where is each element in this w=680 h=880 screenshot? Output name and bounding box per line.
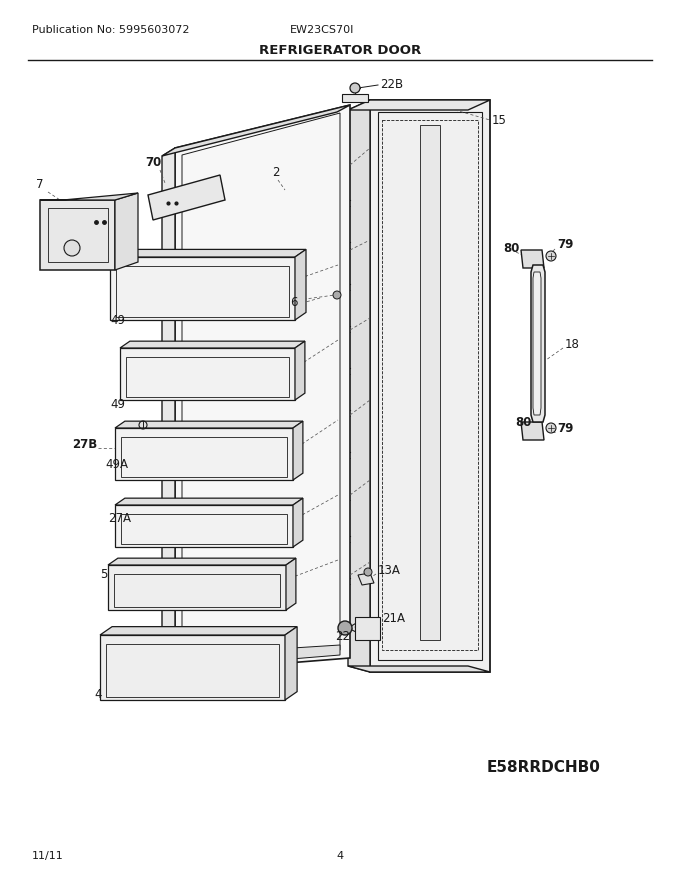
Text: 13A: 13A xyxy=(378,563,401,576)
Polygon shape xyxy=(355,617,380,640)
Polygon shape xyxy=(370,100,490,672)
Polygon shape xyxy=(115,193,138,270)
Text: 49: 49 xyxy=(110,313,125,326)
Polygon shape xyxy=(108,558,296,565)
Circle shape xyxy=(333,291,341,299)
Polygon shape xyxy=(148,175,225,220)
Text: Publication No: 5995603072: Publication No: 5995603072 xyxy=(32,25,190,35)
Text: REFRIGERATOR DOOR: REFRIGERATOR DOOR xyxy=(259,43,421,56)
Polygon shape xyxy=(100,635,285,700)
Circle shape xyxy=(338,621,352,635)
Polygon shape xyxy=(295,341,305,400)
Polygon shape xyxy=(115,422,303,428)
Text: 49A: 49A xyxy=(105,458,128,472)
Polygon shape xyxy=(348,100,370,672)
Text: 18: 18 xyxy=(565,339,580,351)
Text: 15: 15 xyxy=(492,114,507,127)
Circle shape xyxy=(364,568,372,576)
Polygon shape xyxy=(120,348,295,400)
Text: 27A: 27A xyxy=(108,512,131,525)
Text: 80: 80 xyxy=(515,415,531,429)
Polygon shape xyxy=(40,193,138,200)
Polygon shape xyxy=(342,94,368,102)
Polygon shape xyxy=(358,573,374,585)
Text: 2: 2 xyxy=(272,166,279,180)
Text: 49: 49 xyxy=(110,399,125,412)
Polygon shape xyxy=(420,125,440,640)
Polygon shape xyxy=(295,249,306,320)
Text: 11/11: 11/11 xyxy=(32,851,64,861)
Polygon shape xyxy=(531,265,545,422)
Polygon shape xyxy=(286,558,296,610)
Circle shape xyxy=(64,240,80,256)
Text: 21A: 21A xyxy=(382,612,405,625)
Text: 4: 4 xyxy=(337,851,343,861)
Text: 5: 5 xyxy=(100,568,107,582)
Polygon shape xyxy=(162,105,350,156)
Circle shape xyxy=(350,83,360,93)
Polygon shape xyxy=(293,422,303,480)
Polygon shape xyxy=(521,250,544,268)
Text: 4: 4 xyxy=(94,688,101,701)
Text: 79: 79 xyxy=(557,422,573,435)
Polygon shape xyxy=(120,341,305,348)
Polygon shape xyxy=(115,505,293,547)
Text: 27B: 27B xyxy=(72,438,97,451)
Polygon shape xyxy=(108,565,286,610)
Polygon shape xyxy=(182,645,340,668)
Text: EW23CS70I: EW23CS70I xyxy=(290,25,354,35)
Text: 22: 22 xyxy=(335,629,350,642)
Polygon shape xyxy=(110,257,295,320)
Polygon shape xyxy=(162,148,175,678)
Text: E58RRDCHB0: E58RRDCHB0 xyxy=(487,760,601,775)
Polygon shape xyxy=(533,272,541,415)
Polygon shape xyxy=(348,100,490,110)
Text: 6: 6 xyxy=(290,296,298,309)
Polygon shape xyxy=(100,627,297,635)
Text: 70: 70 xyxy=(145,157,161,170)
Polygon shape xyxy=(348,666,490,672)
Polygon shape xyxy=(285,627,297,700)
Polygon shape xyxy=(115,428,293,480)
Polygon shape xyxy=(110,249,306,257)
Polygon shape xyxy=(175,105,350,672)
Polygon shape xyxy=(521,422,544,440)
Text: 7: 7 xyxy=(36,179,44,192)
Polygon shape xyxy=(40,200,115,270)
Circle shape xyxy=(546,423,556,433)
Text: 22B: 22B xyxy=(380,78,403,92)
Text: 79: 79 xyxy=(557,238,573,252)
Polygon shape xyxy=(293,498,303,547)
Circle shape xyxy=(546,251,556,261)
Polygon shape xyxy=(115,498,303,505)
Text: 80: 80 xyxy=(503,241,520,254)
